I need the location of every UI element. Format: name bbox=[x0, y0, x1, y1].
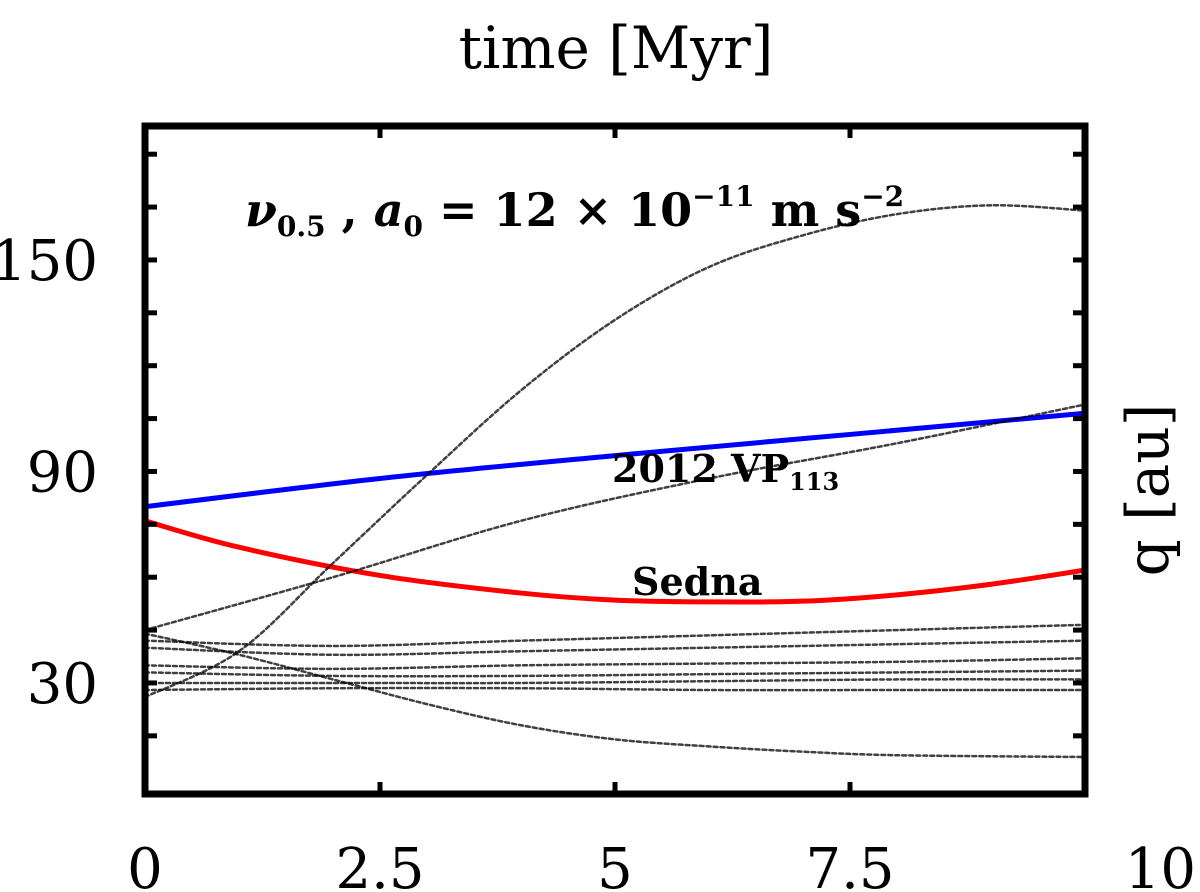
orbit-3-series-line bbox=[143, 403, 1087, 632]
vp113-label: 2012 VP113 bbox=[612, 446, 839, 496]
y-tick-label: 150 bbox=[0, 229, 98, 294]
x-tick-label: 2.5 bbox=[335, 837, 424, 892]
y-tick-labels: 30 90 150 bbox=[0, 229, 98, 717]
x-tick-labels: 0 2.5 5 7.5 10 bbox=[127, 837, 1196, 892]
y-axis-title: q [au] bbox=[1114, 404, 1182, 577]
plot-frame bbox=[141, 122, 1089, 798]
orbit-5-series-line bbox=[143, 623, 1087, 648]
x-tick-label: 5 bbox=[597, 837, 633, 892]
plot-area bbox=[141, 122, 1089, 798]
orbit-9-series-line bbox=[143, 686, 1087, 692]
sedna-label: Sedna bbox=[632, 559, 762, 604]
orbit-4-series-line bbox=[143, 639, 1087, 657]
y-tick-label: 30 bbox=[27, 652, 98, 717]
orbit-10-series-line bbox=[143, 632, 1087, 759]
series-layer bbox=[142, 204, 1088, 759]
2012-vp-series-line bbox=[142, 410, 1088, 510]
orbit-6-series-line bbox=[143, 657, 1087, 671]
orbit-8-series-line bbox=[143, 678, 1087, 685]
x-axis-title: time [Myr] bbox=[459, 14, 774, 82]
orbit-7-series-line bbox=[143, 669, 1087, 678]
model-annotation: ν0.5 , a0 = 12 × 10−11 m s−2 bbox=[245, 180, 904, 243]
x-tick-label: 10 bbox=[1125, 837, 1196, 892]
y-tick-label: 90 bbox=[27, 440, 98, 505]
x-tick-label: 0 bbox=[127, 837, 163, 892]
x-tick-label: 7.5 bbox=[805, 837, 894, 892]
sedna-series-line bbox=[142, 518, 1088, 605]
orbit-2-series-line bbox=[143, 204, 1087, 699]
